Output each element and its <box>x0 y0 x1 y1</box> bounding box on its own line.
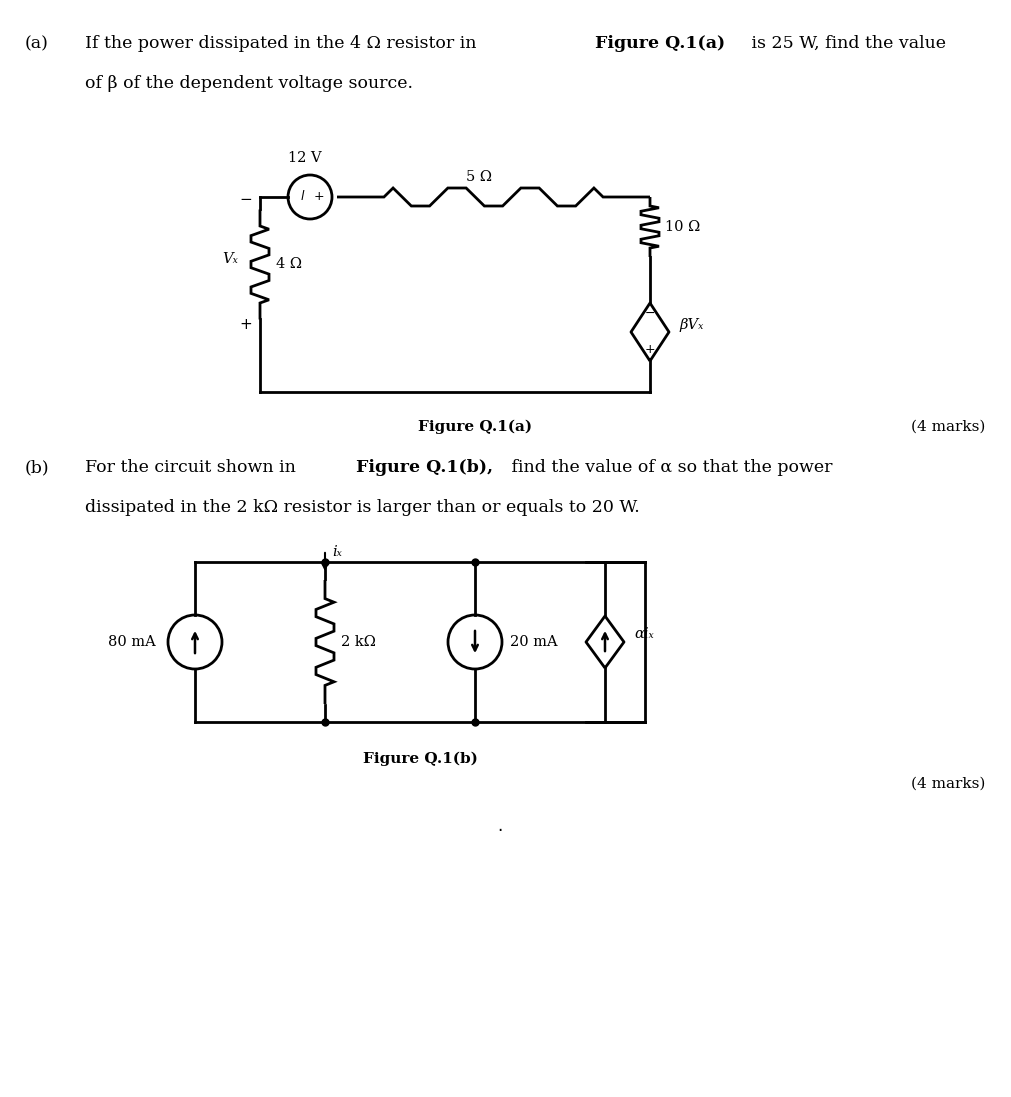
Text: 2 kΩ: 2 kΩ <box>341 635 376 649</box>
Text: Figure Q.1(b),: Figure Q.1(b), <box>356 459 493 476</box>
Text: iₓ: iₓ <box>332 545 342 559</box>
Text: +: + <box>240 317 252 332</box>
Text: 20 mA: 20 mA <box>510 635 558 649</box>
Text: find the value of α so that the power: find the value of α so that the power <box>506 459 832 476</box>
Text: 5 Ω: 5 Ω <box>465 170 491 184</box>
Text: If the power dissipated in the 4 Ω resistor in: If the power dissipated in the 4 Ω resis… <box>85 35 482 52</box>
Text: −: − <box>240 192 252 207</box>
Text: 10 Ω: 10 Ω <box>665 220 701 234</box>
Text: (b): (b) <box>25 459 50 476</box>
Text: dissipated in the 2 kΩ resistor is larger than or equals to 20 W.: dissipated in the 2 kΩ resistor is large… <box>85 499 640 516</box>
Text: βVₓ: βVₓ <box>679 318 704 332</box>
Text: Figure Q.1(a): Figure Q.1(a) <box>418 420 532 434</box>
Text: For the circuit shown in: For the circuit shown in <box>85 459 301 476</box>
Text: αiₓ: αiₓ <box>634 627 654 641</box>
Text: Figure Q.1(b): Figure Q.1(b) <box>363 753 477 767</box>
Text: (a): (a) <box>25 35 49 52</box>
Text: (4 marks): (4 marks) <box>911 777 985 791</box>
Text: 4 Ω: 4 Ω <box>276 258 302 271</box>
Text: Figure Q.1(a): Figure Q.1(a) <box>595 35 725 52</box>
Text: of β of the dependent voltage source.: of β of the dependent voltage source. <box>85 75 413 92</box>
Text: −: − <box>645 306 655 319</box>
Text: +: + <box>645 343 655 357</box>
Text: 12 V: 12 V <box>288 151 321 165</box>
Text: 80 mA: 80 mA <box>108 635 156 649</box>
Text: is 25 W, find the value: is 25 W, find the value <box>746 35 946 52</box>
Text: +: + <box>313 191 325 204</box>
Text: Vₓ: Vₓ <box>222 252 238 267</box>
Text: (4 marks): (4 marks) <box>911 420 985 434</box>
Text: .: . <box>497 817 502 835</box>
Text: l: l <box>300 191 303 204</box>
